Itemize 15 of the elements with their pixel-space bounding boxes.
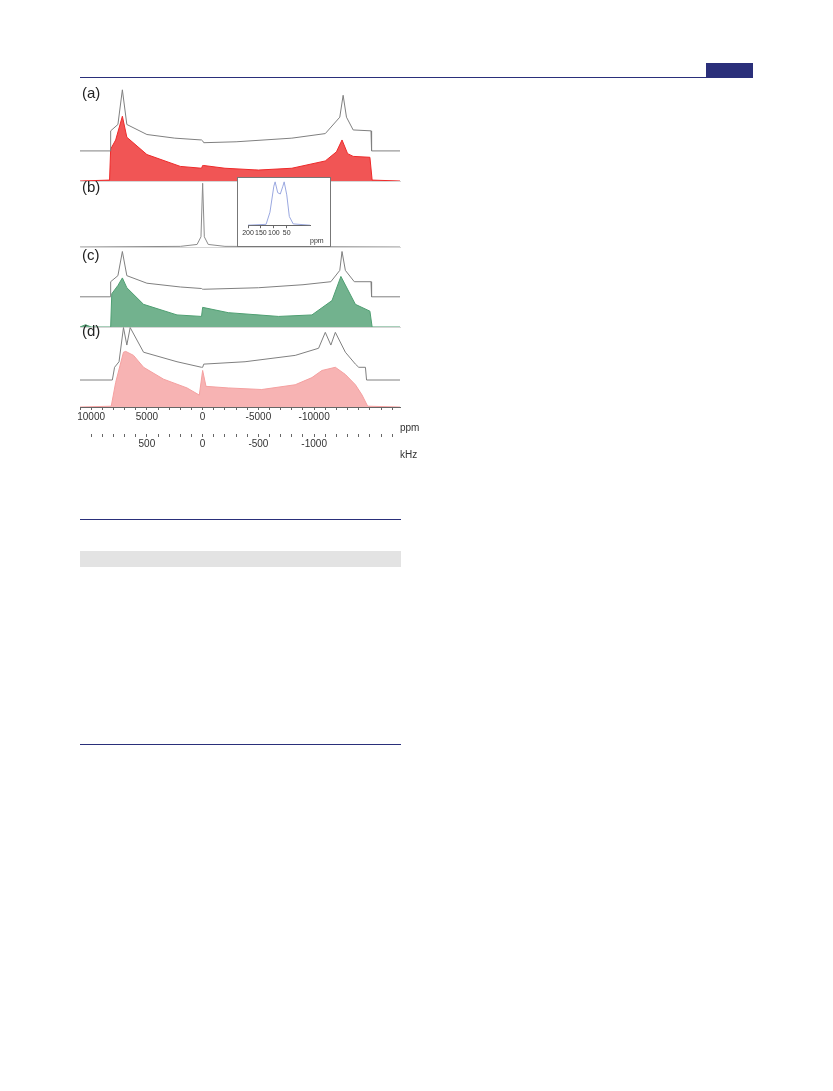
chart-title: (d)	[82, 321, 101, 339]
x2-tick-label: 500	[138, 437, 156, 449]
chart-title: (b)	[82, 177, 101, 195]
x-axis-title: ppm	[400, 421, 420, 433]
x2-tick-label: -500	[248, 437, 269, 449]
x-tick-label: -10000	[298, 410, 331, 422]
x2-tick-label: 0	[199, 437, 206, 449]
chart-title: (c)	[82, 245, 100, 263]
x-tick-label: 0	[199, 410, 206, 422]
x2-tick-label: -1000	[301, 437, 328, 449]
x-tick-label: -5000	[245, 410, 272, 422]
x-tick-label: 5000	[135, 410, 159, 422]
x2-axis-title: kHz	[400, 448, 418, 460]
x-tick-label: 10000	[77, 410, 106, 422]
chart-title: (a)	[82, 83, 101, 101]
